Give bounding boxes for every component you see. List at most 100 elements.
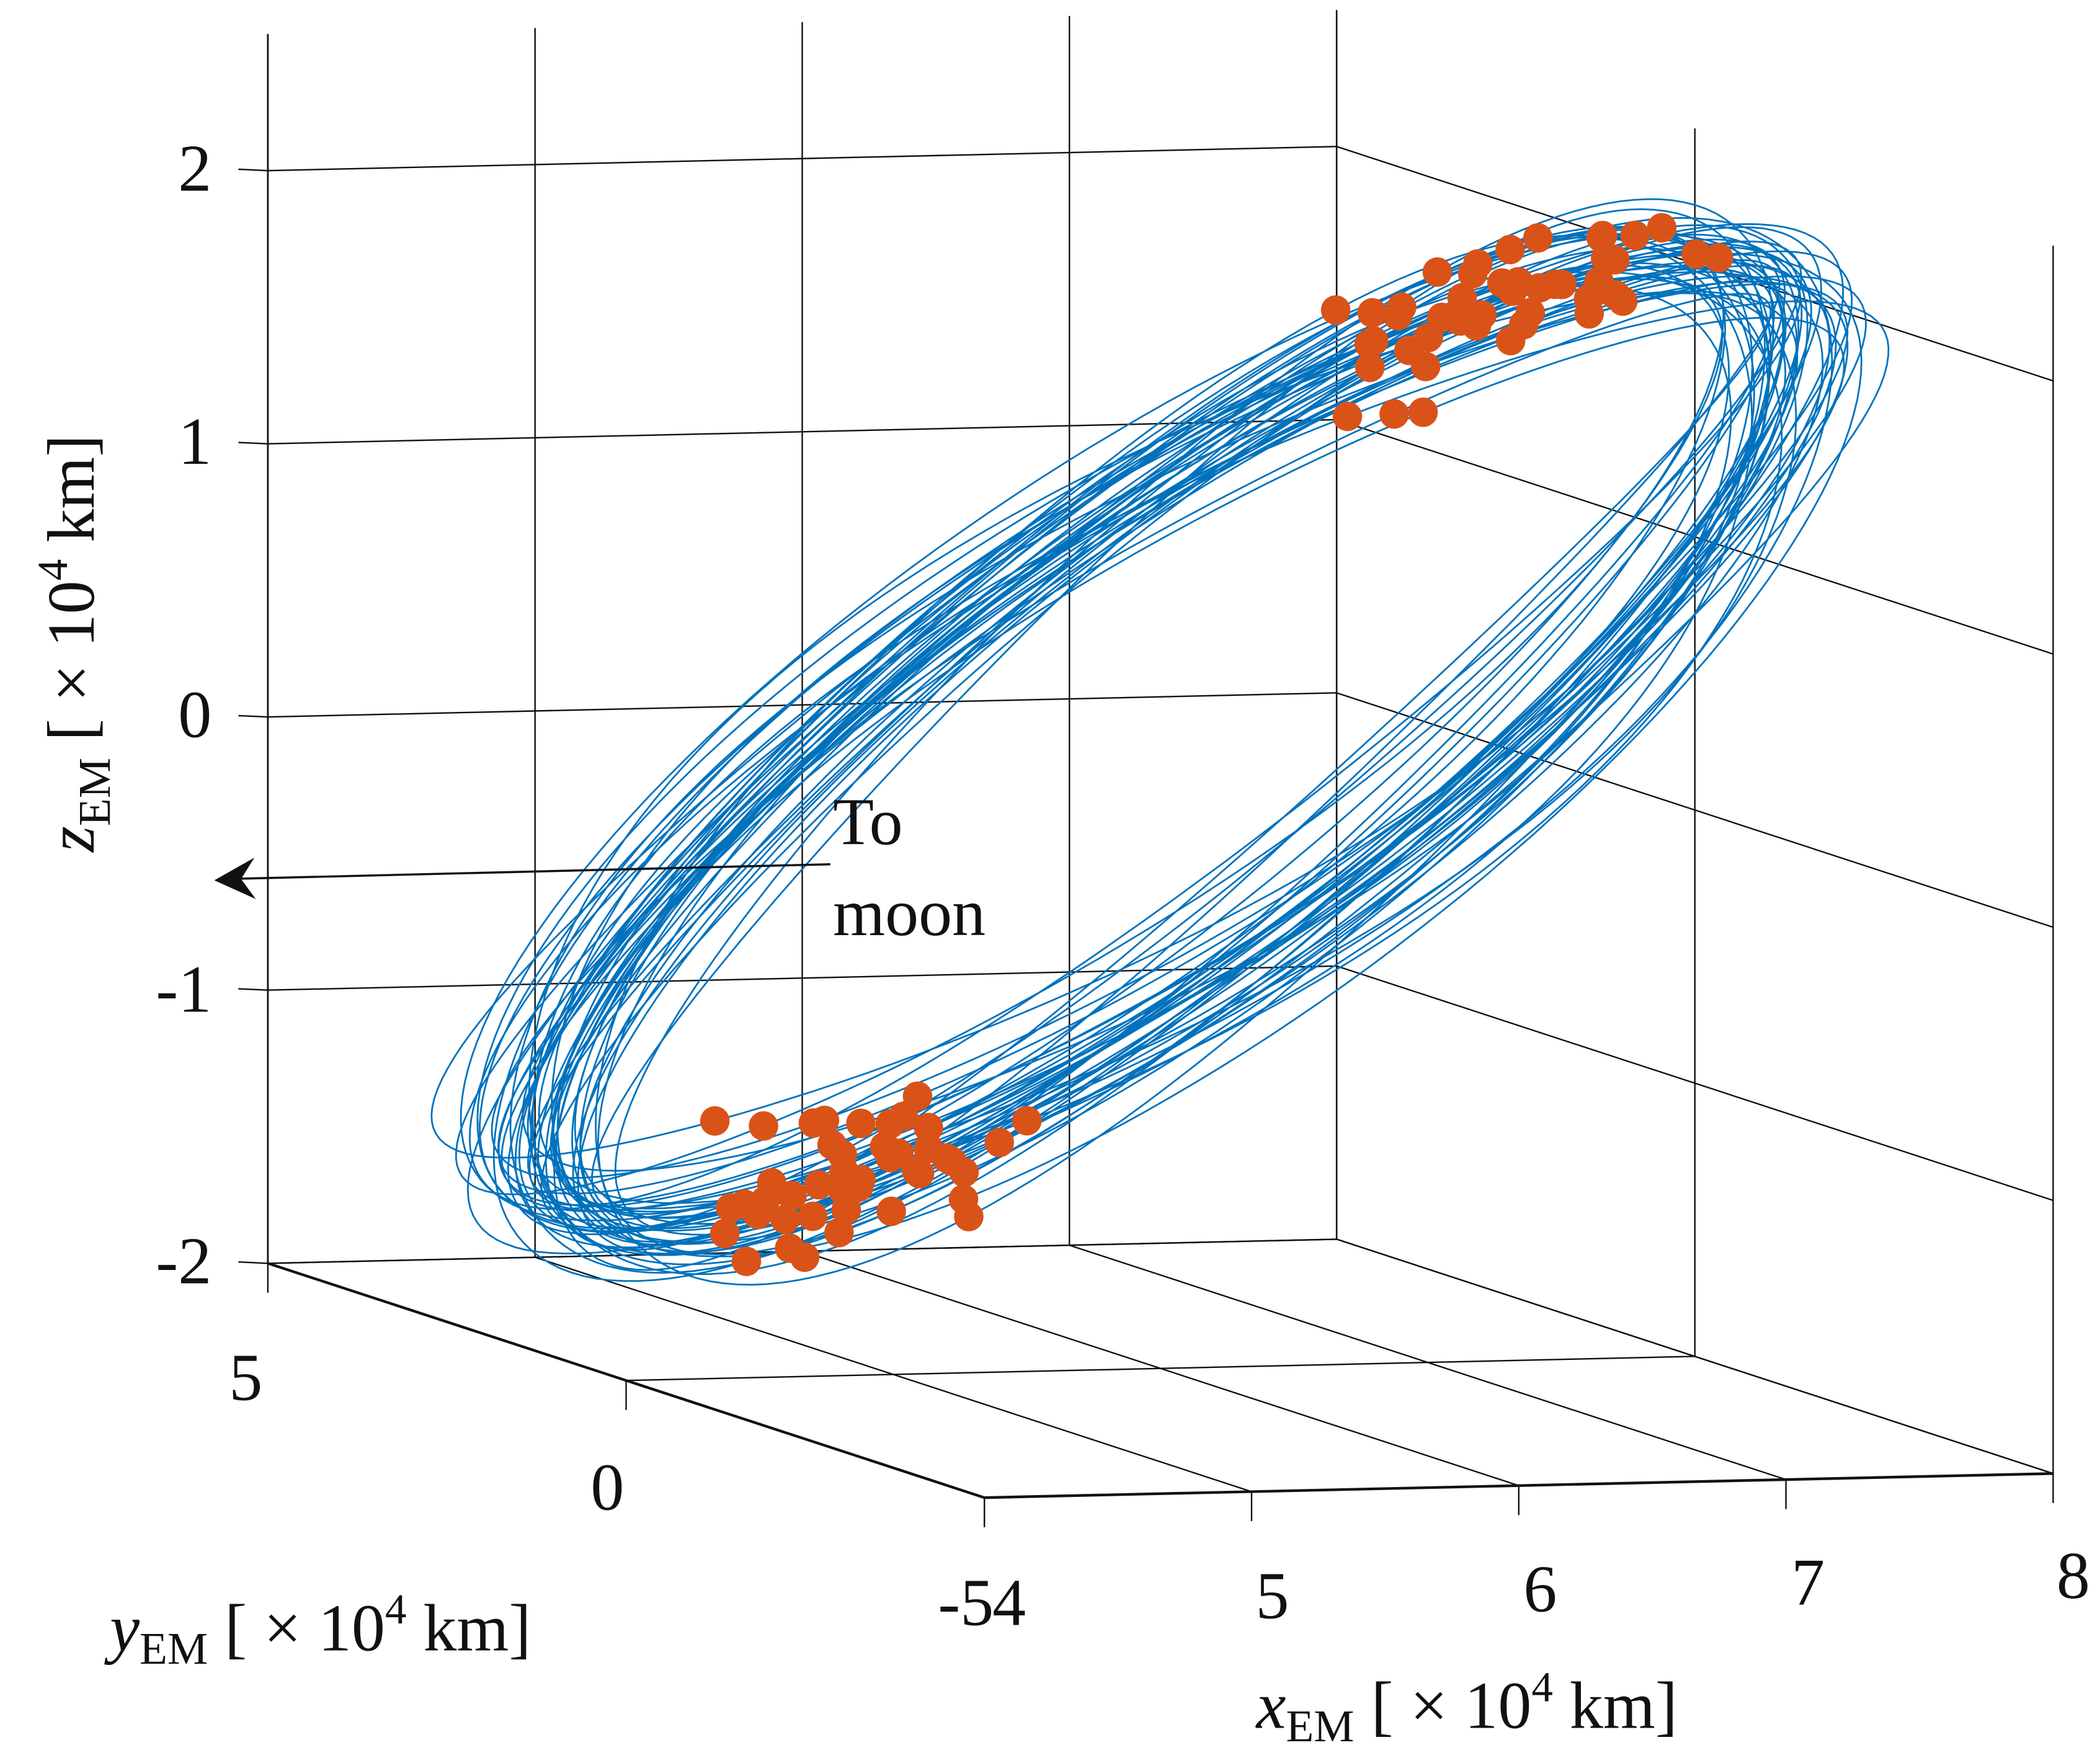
maneuver-marker [1608,286,1638,316]
maneuver-marker [875,1142,905,1173]
y-label-var: y [104,1591,140,1665]
maneuver-marker [904,1158,935,1189]
x-tick-label: 6 [1523,1553,1557,1627]
maneuver-marker [1647,213,1677,243]
trajectory-line [551,267,1775,1253]
maneuver-marker [1394,335,1424,365]
maneuver-marker [1584,266,1614,296]
z-tick-label: 1 [178,405,211,479]
maneuver-marker [1574,299,1604,329]
maneuver-marker [710,1219,740,1249]
maneuver-marker [1447,283,1477,313]
trajectory-line [491,292,1787,1179]
z-label-unit: [ × 10 [35,580,109,758]
x-tick-label: 4 [992,1566,1026,1640]
z-tick-mark [238,168,268,172]
trajectory-line [522,236,1755,1172]
z-tick-labels: 2 1 0 -1 -2 [156,132,211,1299]
z-tick-label: 0 [178,678,211,752]
maneuver-marker [954,1202,984,1232]
trajectory-line [577,243,1803,1255]
x-label-km: km] [1553,1669,1678,1743]
grid-line-back-wall [267,965,1337,991]
z-tick-mark [238,1261,268,1264]
maneuver-marker [1355,352,1385,383]
to-moon-text-line2: moon [833,876,985,950]
z-axis-label: zEM [ × 104 km] [29,435,120,853]
z-tick-label: 2 [178,132,211,206]
maneuver-marker [846,1108,876,1139]
maneuver-marker [731,1246,762,1276]
trajectory-line [460,233,1786,1222]
y-tick-label: -5 [938,1566,994,1640]
x-tick-label: 5 [1255,1560,1289,1633]
trajectory-line [551,275,1837,1232]
z-label-var: z [35,826,109,853]
maneuver-marker [798,1108,829,1138]
axis-lines [238,33,2054,1527]
maneuver-markers [700,213,1733,1276]
maneuver-marker [1408,397,1438,427]
x-tick-labels: 4 5 6 7 8 [992,1539,2090,1640]
maneuver-marker [798,1201,828,1232]
z-tick-label: -1 [156,952,211,1026]
y-tick-label: 5 [229,1341,262,1415]
maneuver-marker [1012,1106,1042,1136]
trajectory-line [509,283,1849,1274]
maneuver-marker [824,1217,854,1248]
z-tick-mark [238,714,268,718]
z-tick-mark [238,442,268,445]
maneuver-marker [1704,242,1733,273]
y-label-unit: [ × 10 [208,1591,385,1665]
maneuver-marker [1515,298,1546,328]
trajectory-line [571,252,1862,1258]
z-label-km: km] [35,435,109,559]
maneuver-marker [804,1170,834,1200]
maneuver-marker [742,1199,773,1230]
trajectory-line [492,246,1812,1282]
maneuver-marker [876,1196,906,1227]
x-label-sub: EM [1286,1701,1354,1751]
maneuver-marker [1332,401,1363,432]
arrowhead-icon [214,857,256,899]
maneuver-marker [770,1204,800,1235]
maneuver-marker [843,1172,874,1202]
maneuver-marker [914,1112,943,1143]
trajectory-line [528,233,1753,1212]
maneuver-marker [1620,220,1650,251]
x-label-exp: 4 [1531,1663,1553,1710]
maneuver-marker [1379,399,1409,429]
x-tick-label: 7 [1791,1546,1825,1620]
maneuver-marker [984,1127,1015,1158]
maneuver-marker [1461,311,1492,341]
trajectory-line [579,238,1786,1245]
x-tick-label: 8 [2057,1539,2090,1613]
grid-line-back-wall [267,146,1337,172]
y-label-sub: EM [140,1623,208,1674]
y-label-exp: 4 [385,1585,407,1633]
grid-line-back-wall [267,692,1337,718]
to-moon-annotation: To moon [214,785,985,950]
maneuver-marker [1422,257,1453,287]
grid-lines [267,10,2054,1499]
trajectory-line [591,208,1766,1215]
grid-line-floor [1336,1238,2053,1475]
x-axis-label: xEM [ × 104 km] [1255,1663,1678,1751]
maneuver-marker [1383,301,1413,331]
maneuver-marker [1523,223,1553,253]
x-label-var: x [1255,1669,1286,1743]
trajectory-line [549,216,1833,1213]
z-label-sub: EM [69,758,120,826]
maneuver-marker [914,1134,943,1163]
y-tick-label: 0 [590,1451,624,1525]
x-label-unit: [ × 10 [1355,1669,1532,1743]
maneuver-marker [1495,326,1526,356]
trajectory-line [595,223,1844,1286]
trajectory-curves [430,198,1890,1286]
trajectory-line [476,265,1798,1233]
z-tick-label: -2 [156,1225,211,1299]
maneuver-marker [1357,298,1387,328]
to-moon-text-line1: To [833,785,902,859]
